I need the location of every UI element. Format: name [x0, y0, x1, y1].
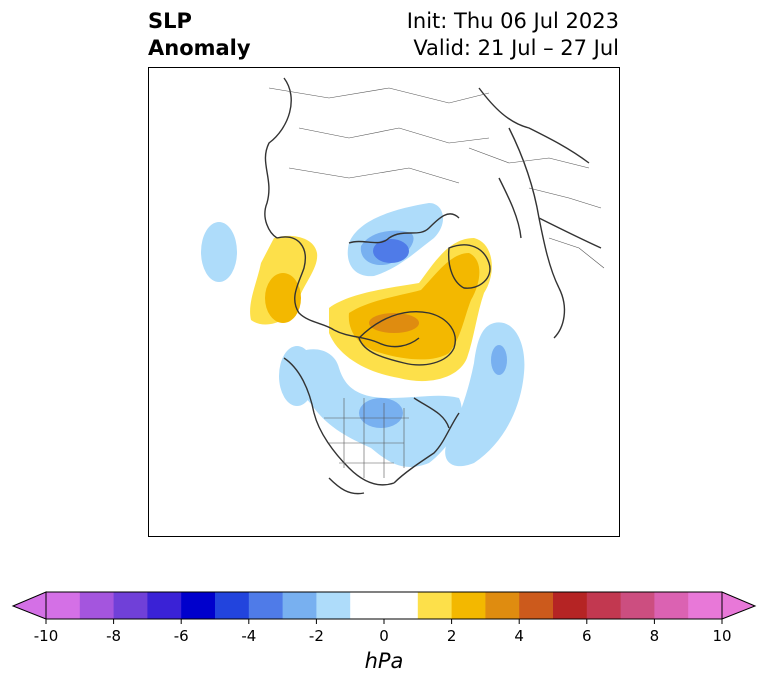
- colorbar-tick-label: 4: [514, 627, 524, 645]
- colorbar-cell: [451, 592, 486, 619]
- colorbar-tick-label: -8: [106, 627, 122, 645]
- forecast-dates: Init: Thu 06 Jul 2023 Valid: 21 Jul – 27…: [407, 8, 619, 62]
- colorbar-tick-label: 8: [649, 627, 660, 645]
- colorbar-unit-label: hPa: [364, 649, 404, 673]
- colorbar-cell: [248, 592, 284, 619]
- colorbar-tick-label: -2: [308, 627, 324, 645]
- colorbar-tick-label: -10: [33, 627, 59, 645]
- colorbar-cell: [417, 592, 453, 619]
- negative-anomaly-pacific: [201, 222, 237, 282]
- map-canvas: [149, 77, 605, 495]
- colorbar-cell: [79, 592, 115, 619]
- anomaly-shading: [149, 203, 525, 468]
- colorbar-cell: [350, 592, 385, 619]
- colorbar-cell: [46, 592, 81, 619]
- colorbar-cell: [553, 592, 588, 619]
- country-borders: [268, 87, 605, 478]
- map-title: SLP Anomaly: [148, 8, 251, 62]
- colorbar-tick-label: 0: [379, 627, 389, 645]
- colorbar-cells: [46, 592, 723, 619]
- colorbar-cell: [586, 592, 622, 619]
- colorbar-cell: [215, 592, 250, 619]
- colorbar-tick-label: 2: [446, 627, 457, 645]
- colorbar-cell: [654, 592, 689, 619]
- anomaly-map: [148, 67, 620, 537]
- colorbar-tick-label: -6: [173, 627, 189, 645]
- colorbar: [11, 591, 757, 624]
- colorbar-tick-label: 6: [582, 627, 592, 645]
- colorbar-cell: [181, 592, 216, 619]
- coastlines: [264, 77, 602, 495]
- colorbar-cell: [620, 592, 655, 619]
- title-variable-line1: SLP: [148, 9, 192, 33]
- colorbar-ticks: [45, 619, 723, 624]
- valid-dates: Valid: 21 Jul – 27 Jul: [413, 36, 619, 60]
- title-variable-line2: Anomaly: [148, 36, 251, 60]
- colorbar-cell: [485, 592, 520, 619]
- colorbar-tick-label: -4: [241, 627, 257, 645]
- colorbar-cell: [113, 592, 148, 619]
- colorbar-cell: [384, 592, 419, 619]
- colorbar-extend-low: [11, 591, 47, 620]
- colorbar-cell: [282, 592, 317, 619]
- colorbar-extend-high: [721, 591, 757, 620]
- colorbar-cell: [519, 592, 554, 619]
- init-date: Init: Thu 06 Jul 2023: [406, 9, 619, 33]
- colorbar-cell: [316, 592, 351, 619]
- colorbar-tick-label: 10: [712, 627, 732, 645]
- colorbar-cell: [688, 592, 723, 619]
- colorbar-cell: [147, 592, 182, 619]
